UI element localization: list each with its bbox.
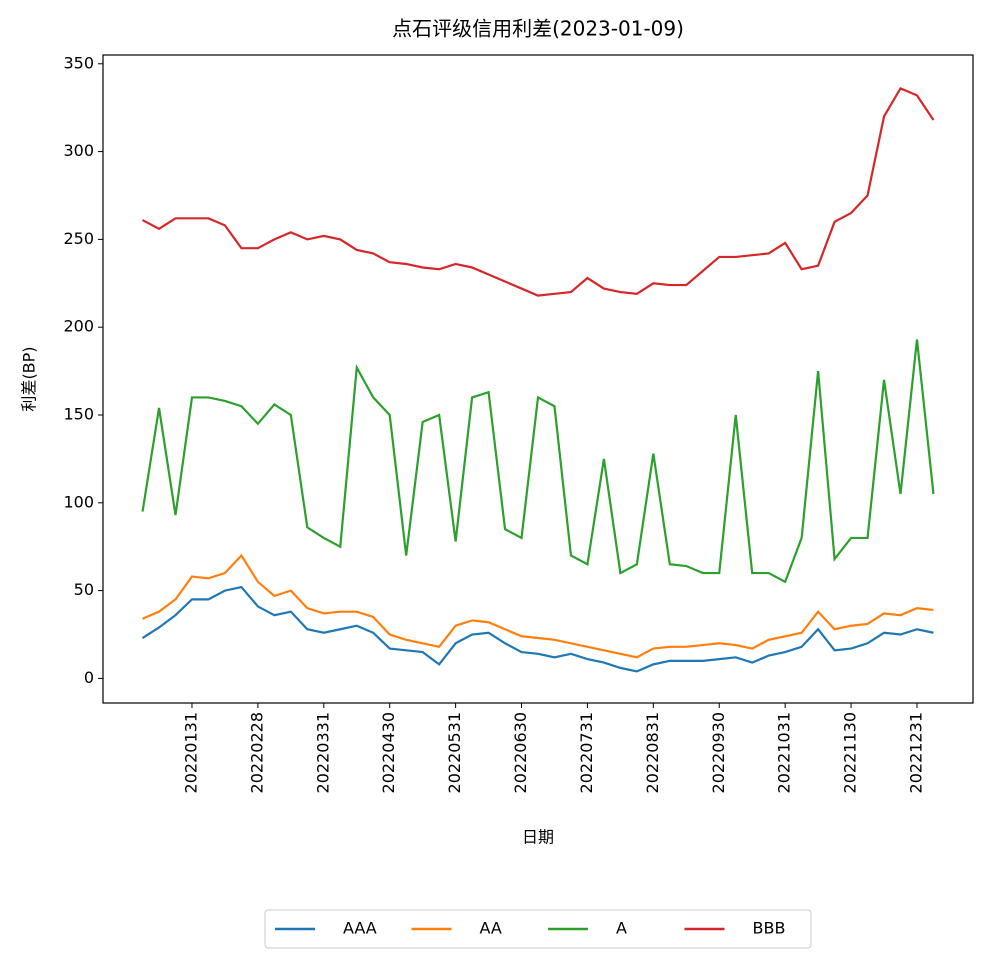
series-line — [142, 553, 934, 659]
x-axis-label: 日期 — [522, 828, 554, 847]
x-tick-label: 20220630 — [511, 712, 530, 793]
y-tick-label: 200 — [63, 317, 94, 336]
x-tick-label: 20220331 — [313, 712, 332, 793]
x-tick-label: 20220228 — [247, 712, 266, 793]
x-tick-label: 20220531 — [445, 712, 464, 793]
y-tick-label: 250 — [63, 229, 94, 248]
x-tick-label: 20220430 — [379, 712, 398, 793]
x-tick-label: 20221031 — [775, 712, 794, 793]
series-line — [141, 339, 935, 584]
x-tick-label: 20220731 — [577, 712, 596, 793]
x-tick-label: 20220930 — [709, 712, 728, 793]
legend-label: AA — [480, 919, 502, 938]
legend-label: BBB — [753, 919, 786, 938]
x-tick-label: 20221231 — [906, 712, 925, 793]
legend-label: AAA — [343, 919, 377, 938]
legend-label: A — [616, 919, 627, 938]
y-axis-label: 利差(BP) — [20, 346, 39, 411]
x-tick-label: 20221130 — [841, 712, 860, 793]
y-tick-label: 150 — [63, 405, 94, 424]
x-tick-label: 20220131 — [181, 712, 200, 793]
y-tick-label: 300 — [63, 141, 94, 160]
series-line — [141, 585, 934, 673]
plot-frame — [102, 54, 974, 704]
y-tick-label: 50 — [74, 580, 94, 599]
x-tick-label: 20220831 — [643, 712, 662, 793]
y-tick-label: 0 — [84, 668, 94, 687]
legend-box — [264, 909, 812, 949]
y-tick-label: 350 — [63, 53, 94, 72]
y-tick-label: 100 — [63, 492, 94, 511]
series-line — [142, 86, 935, 297]
chart-title: 点石评级信用利差(2023-01-09) — [392, 17, 684, 41]
